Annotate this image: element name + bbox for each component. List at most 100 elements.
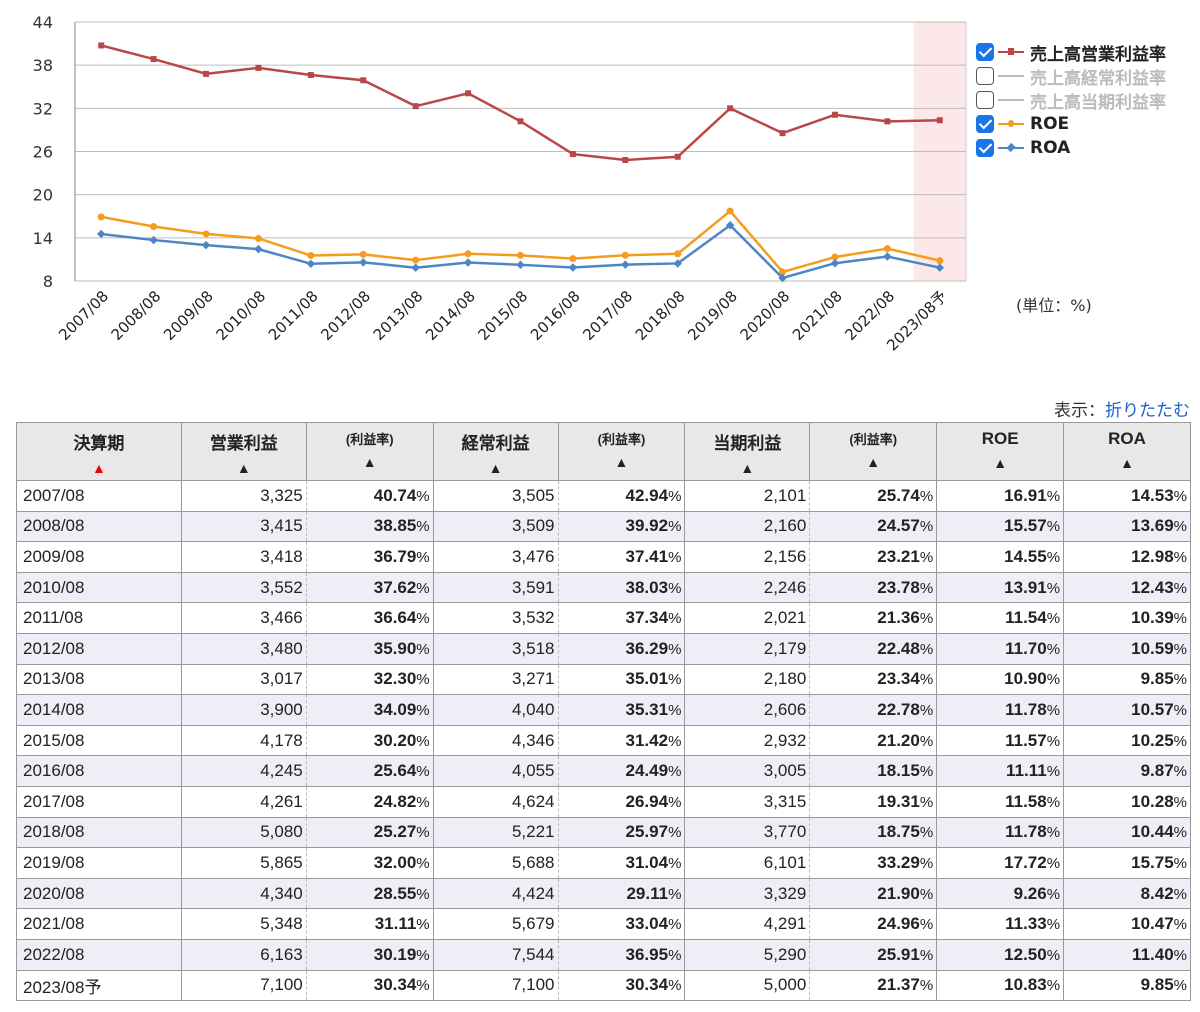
sort-arrow-icon[interactable]: ▲ — [1120, 455, 1134, 471]
cell-period: 2021/08 — [16, 908, 182, 940]
cell-period: 2013/08 — [16, 664, 182, 696]
header-ordinary-profit[interactable]: 経常利益 ▲ — [432, 422, 559, 481]
data-point — [202, 230, 210, 238]
cell-operating-profit: 5,080 — [181, 817, 307, 849]
cell-operating-profit: 5,348 — [181, 908, 307, 940]
cell-operating-rate: 24.82% — [306, 786, 434, 818]
cell-net-profit: 2,932 — [684, 725, 811, 757]
cell-roe: 14.55% — [936, 541, 1065, 573]
cell-operating-rate: 35.90% — [306, 633, 434, 665]
cell-ordinary-rate: 42.94% — [558, 480, 686, 512]
cell-roe: 12.50% — [936, 939, 1065, 971]
table-row: 2008/08 3,415 38.85% 3,509 39.92% 2,160 24.57%… — [16, 511, 1191, 543]
sort-arrow-icon[interactable]: ▲ — [362, 454, 377, 470]
cell-ordinary-rate: 39.92% — [558, 511, 686, 543]
cell-ordinary-profit: 7,544 — [433, 939, 559, 971]
legend-swatch — [998, 99, 1024, 101]
sort-arrow-icon[interactable]: ▲ — [740, 460, 755, 476]
cell-net-profit: 2,180 — [684, 664, 811, 696]
cell-net-rate: 22.78% — [809, 694, 938, 726]
cell-period: 2019/08 — [16, 847, 182, 879]
cell-roe: 11.58% — [936, 786, 1065, 818]
cell-ordinary-profit: 4,040 — [433, 694, 559, 726]
header-operating-profit[interactable]: 営業利益 ▲ — [180, 422, 307, 481]
collapse-link[interactable]: 折りたたむ — [1105, 401, 1190, 421]
header-net-profit[interactable]: 当期利益 ▲ — [684, 422, 811, 481]
cell-ordinary-profit: 4,346 — [433, 725, 559, 757]
cell-net-rate: 22.48% — [809, 633, 938, 665]
data-point — [150, 56, 157, 63]
cell-net-profit: 3,770 — [684, 817, 811, 849]
data-point — [411, 263, 420, 272]
cell-net-rate: 21.90% — [809, 878, 938, 910]
table-row: 2018/08 5,080 25.27% 5,221 25.97% 3,770 18.75%… — [16, 817, 1191, 849]
cell-net-profit: 2,606 — [684, 694, 811, 726]
legend-item-op-margin[interactable]: 売上高営業利益率 — [976, 40, 1166, 65]
series-line-0 — [100, 44, 940, 162]
cell-roa: 9.87% — [1063, 755, 1191, 787]
cell-operating-profit: 3,325 — [181, 480, 307, 512]
cell-ordinary-rate: 30.34% — [558, 970, 686, 1002]
table-body: 2007/08 3,325 40.74% 3,505 42.94% 2,101 25.74%… — [16, 480, 1191, 1002]
data-point — [779, 268, 787, 276]
legend-checkbox-roa[interactable] — [976, 139, 994, 157]
legend-item-net-margin[interactable]: 売上高当期利益率 — [976, 88, 1166, 113]
cell-net-profit: 2,179 — [684, 633, 811, 665]
legend-checkbox-net-margin[interactable] — [976, 91, 994, 109]
cell-operating-profit: 3,480 — [181, 633, 307, 665]
header-roa[interactable]: ROA ▲ — [1063, 422, 1191, 481]
sort-arrow-icon[interactable]: ▲ — [614, 454, 629, 470]
data-point — [883, 252, 892, 261]
header-net-rate[interactable]: (利益率) ▲ — [809, 422, 938, 481]
cell-net-rate: 18.15% — [809, 755, 938, 787]
cell-net-rate: 24.96% — [809, 908, 938, 940]
sort-arrow-active-icon[interactable]: ▲ — [92, 460, 106, 476]
cell-ordinary-rate: 37.41% — [558, 541, 686, 573]
cell-ordinary-rate: 25.97% — [558, 817, 686, 849]
x-tick-label: 2011/08 — [265, 287, 322, 344]
data-point — [569, 255, 577, 263]
legend-item-roe[interactable]: ROE — [976, 112, 1166, 136]
cell-roa: 11.40% — [1063, 939, 1191, 971]
legend-item-ord-margin[interactable]: 売上高経常利益率 — [976, 64, 1166, 89]
header-period[interactable]: 決算期 ▲ — [16, 422, 182, 481]
data-point — [726, 207, 734, 215]
x-tick-label: 2008/08 — [108, 287, 165, 344]
cell-ordinary-rate: 26.94% — [558, 786, 686, 818]
table-row: 2009/08 3,418 36.79% 3,476 37.41% 2,156 23.21%… — [16, 541, 1191, 573]
header-roe[interactable]: ROE ▲ — [936, 422, 1065, 481]
cell-roe: 10.83% — [936, 970, 1065, 1002]
cell-operating-rate: 25.27% — [306, 817, 434, 849]
cell-net-rate: 25.74% — [809, 480, 938, 512]
cell-net-profit: 3,005 — [684, 755, 811, 787]
cell-roa: 14.53% — [1063, 480, 1191, 512]
cell-operating-rate: 32.30% — [306, 664, 434, 696]
table-row: 2013/08 3,017 32.30% 3,271 35.01% 2,180 23.34%… — [16, 664, 1191, 696]
table-row: 2023/08予 7,100 30.34% 7,100 30.34% 5,000 21.37… — [16, 970, 1191, 1002]
cell-net-rate: 23.34% — [809, 664, 938, 696]
cell-ordinary-profit: 7,100 — [433, 970, 559, 1002]
legend-checkbox-op-margin[interactable] — [976, 43, 994, 61]
legend-item-roa[interactable]: ROA — [976, 136, 1166, 160]
header-ordinary-rate[interactable]: (利益率) ▲ — [557, 422, 686, 481]
financial-table: 決算期 ▲ 営業利益 ▲ (利益率) ▲ 経常利益 ▲ (利益率) ▲ 当期利益 ▲ (利益… — [16, 422, 1191, 1002]
header-operating-rate[interactable]: (利益率) ▲ — [305, 422, 434, 481]
legend-checkbox-ord-margin[interactable] — [976, 67, 994, 85]
cell-roa: 10.57% — [1063, 694, 1191, 726]
sort-arrow-icon[interactable]: ▲ — [236, 460, 251, 476]
cell-roa: 10.39% — [1063, 602, 1191, 634]
sort-arrow-icon[interactable]: ▲ — [488, 460, 503, 476]
sort-arrow-icon[interactable]: ▲ — [993, 455, 1008, 471]
toggle-prefix: 表示： — [1054, 401, 1105, 421]
data-point — [883, 245, 891, 253]
data-point — [622, 156, 629, 163]
cell-operating-rate: 32.00% — [306, 847, 434, 879]
sort-arrow-icon[interactable]: ▲ — [866, 454, 881, 470]
data-point — [778, 273, 787, 283]
cell-period: 2010/08 — [16, 572, 182, 604]
cell-roa: 10.47% — [1063, 908, 1191, 940]
cell-roa: 13.69% — [1063, 511, 1191, 543]
data-point — [516, 260, 525, 270]
y-tick-label: 8 — [43, 272, 53, 291]
legend-checkbox-roe[interactable] — [976, 115, 994, 133]
